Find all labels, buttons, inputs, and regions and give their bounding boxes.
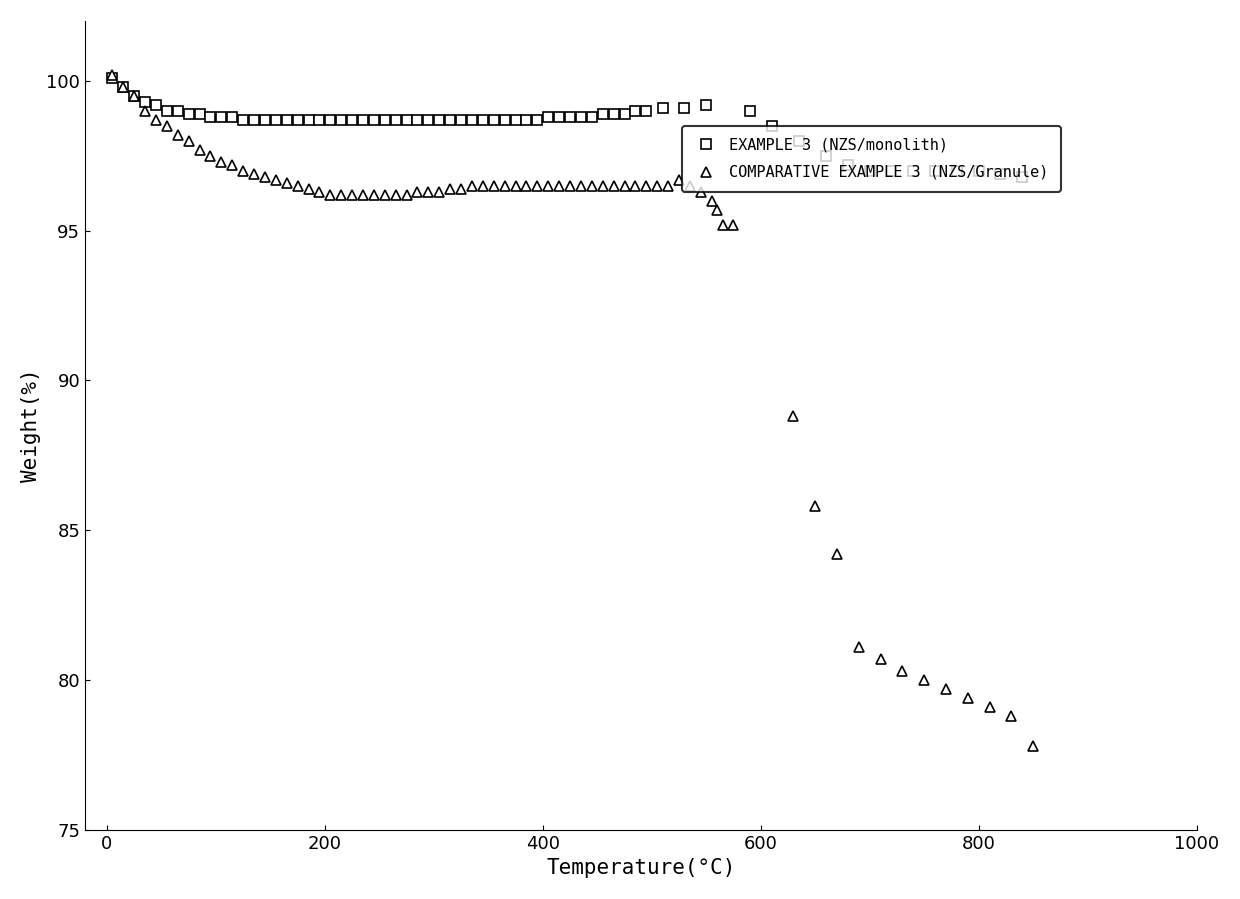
COMPARATIVE EXAMPLE 3 (NZS/Granule) [105, 69, 120, 80]
EXAMPLE 3 (NZS/monolith) [322, 114, 337, 125]
COMPARATIVE EXAMPLE 3 (NZS/Granule) [475, 180, 490, 191]
COMPARATIVE EXAMPLE 3 (NZS/Granule) [126, 90, 141, 101]
EXAMPLE 3 (NZS/monolith) [1014, 171, 1029, 182]
EXAMPLE 3 (NZS/monolith) [410, 114, 425, 125]
EXAMPLE 3 (NZS/monolith) [279, 114, 294, 125]
EXAMPLE 3 (NZS/monolith) [105, 72, 120, 83]
COMPARATIVE EXAMPLE 3 (NZS/Granule) [388, 189, 403, 200]
EXAMPLE 3 (NZS/monolith) [677, 102, 692, 113]
Line: COMPARATIVE EXAMPLE 3 (NZS/Granule): COMPARATIVE EXAMPLE 3 (NZS/Granule) [108, 70, 1038, 751]
EXAMPLE 3 (NZS/monolith) [906, 165, 921, 176]
COMPARATIVE EXAMPLE 3 (NZS/Granule) [563, 180, 578, 191]
Legend: EXAMPLE 3 (NZS/monolith), COMPARATIVE EXAMPLE 3 (NZS/Granule): EXAMPLE 3 (NZS/monolith), COMPARATIVE EX… [682, 126, 1060, 192]
Y-axis label: Weight(%): Weight(%) [21, 369, 41, 482]
COMPARATIVE EXAMPLE 3 (NZS/Granule) [1025, 741, 1040, 752]
EXAMPLE 3 (NZS/monolith) [213, 111, 228, 122]
X-axis label: Temperature(°C): Temperature(°C) [546, 859, 735, 878]
COMPARATIVE EXAMPLE 3 (NZS/Granule) [939, 683, 954, 694]
COMPARATIVE EXAMPLE 3 (NZS/Granule) [322, 189, 337, 200]
Line: EXAMPLE 3 (NZS/monolith): EXAMPLE 3 (NZS/monolith) [108, 73, 1027, 182]
